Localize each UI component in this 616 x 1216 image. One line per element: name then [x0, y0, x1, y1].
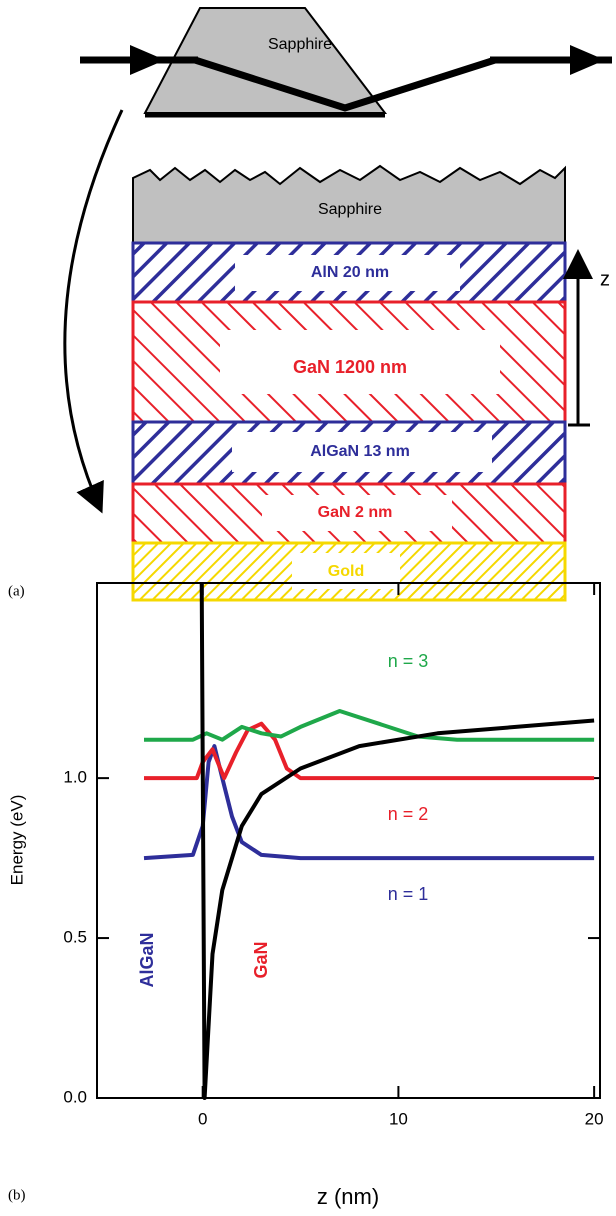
x-tick-label: 20 [585, 1109, 604, 1128]
annotation: GaN [251, 941, 271, 978]
chart: (b) z (nm) Energy (eV) 0 10 20 0.0 0.5 1.0 n =… [7, 582, 604, 1209]
layer-label: AlGaN 13 nm [310, 443, 410, 460]
label-box [220, 330, 500, 394]
x-axis-label: z (nm) [317, 1184, 379, 1209]
beam-arrow [130, 45, 165, 75]
y-tick-label: 0.5 [63, 928, 87, 947]
panel-label: (a) [8, 583, 25, 599]
series-line [143, 744, 595, 861]
beam-reflection [193, 56, 497, 112]
layer-label: Sapphire [318, 201, 382, 218]
label-box [232, 432, 492, 472]
x-tick-label: 10 [389, 1109, 408, 1128]
label-box [235, 255, 460, 291]
y-tick-label: 0.0 [63, 1087, 87, 1106]
annotation: n = 1 [388, 884, 429, 904]
layer-label: Gold [328, 563, 364, 580]
layer-label: GaN 1200 nm [293, 357, 407, 377]
layer-label: AlN 20 nm [311, 264, 389, 281]
y-axis-label: Energy (eV) [7, 795, 26, 886]
diagram: Sapphire Sapphire AlN 20 nm GaN 1200 nm … [8, 7, 612, 602]
annotation: n = 2 [388, 804, 429, 824]
x-tick-label: 0 [198, 1109, 207, 1128]
layer-sapphire [132, 164, 566, 244]
series-line [144, 721, 595, 781]
plot-frame [96, 582, 601, 1099]
annotation: n = 3 [388, 651, 429, 671]
annotation: AlGaN [137, 932, 157, 987]
series-line [199, 582, 595, 1100]
y-tick-label: 1.0 [63, 768, 87, 787]
curved-arrow [63, 109, 124, 514]
label-box [262, 495, 452, 531]
prism-label: Sapphire [268, 36, 332, 53]
layer-label: GaN 2 nm [318, 504, 393, 521]
z-label: z [600, 268, 610, 290]
panel-label: (b) [8, 1187, 26, 1203]
beam-arrow [570, 45, 605, 75]
